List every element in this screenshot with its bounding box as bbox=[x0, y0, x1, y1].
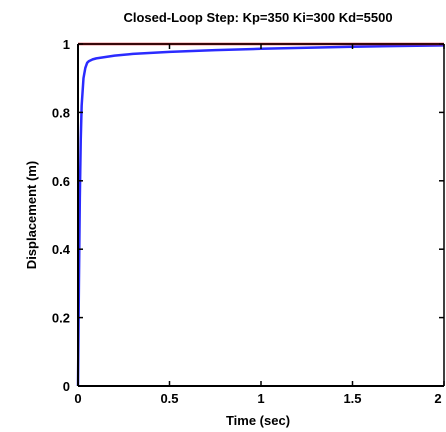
y-tick-label: 0.4 bbox=[52, 242, 71, 257]
plot-background bbox=[78, 44, 444, 386]
y-tick-label: 1 bbox=[63, 37, 70, 52]
chart-title: Closed-Loop Step: Kp=350 Ki=300 Kd=5500 bbox=[123, 10, 392, 25]
y-axis-label: Displacement (m) bbox=[24, 161, 39, 269]
x-tick-label: 1.5 bbox=[343, 391, 361, 406]
x-tick-label: 1 bbox=[257, 391, 264, 406]
x-tick-label: 2 bbox=[434, 391, 441, 406]
y-tick-label: 0.2 bbox=[52, 311, 70, 326]
response-series-line bbox=[76, 44, 445, 387]
x-tick-label: 0.5 bbox=[160, 391, 178, 406]
x-tick-label: 0 bbox=[74, 391, 81, 406]
y-tick-label: 0 bbox=[63, 379, 70, 394]
y-tick-label: 0.6 bbox=[52, 174, 70, 189]
y-tick-label: 0.8 bbox=[52, 105, 70, 120]
plot-area: 0 0.5 1 1.5 2 0 0.2 0.4 0.6 0.8 1 bbox=[52, 37, 445, 406]
x-axis-label: Time (sec) bbox=[226, 413, 290, 428]
